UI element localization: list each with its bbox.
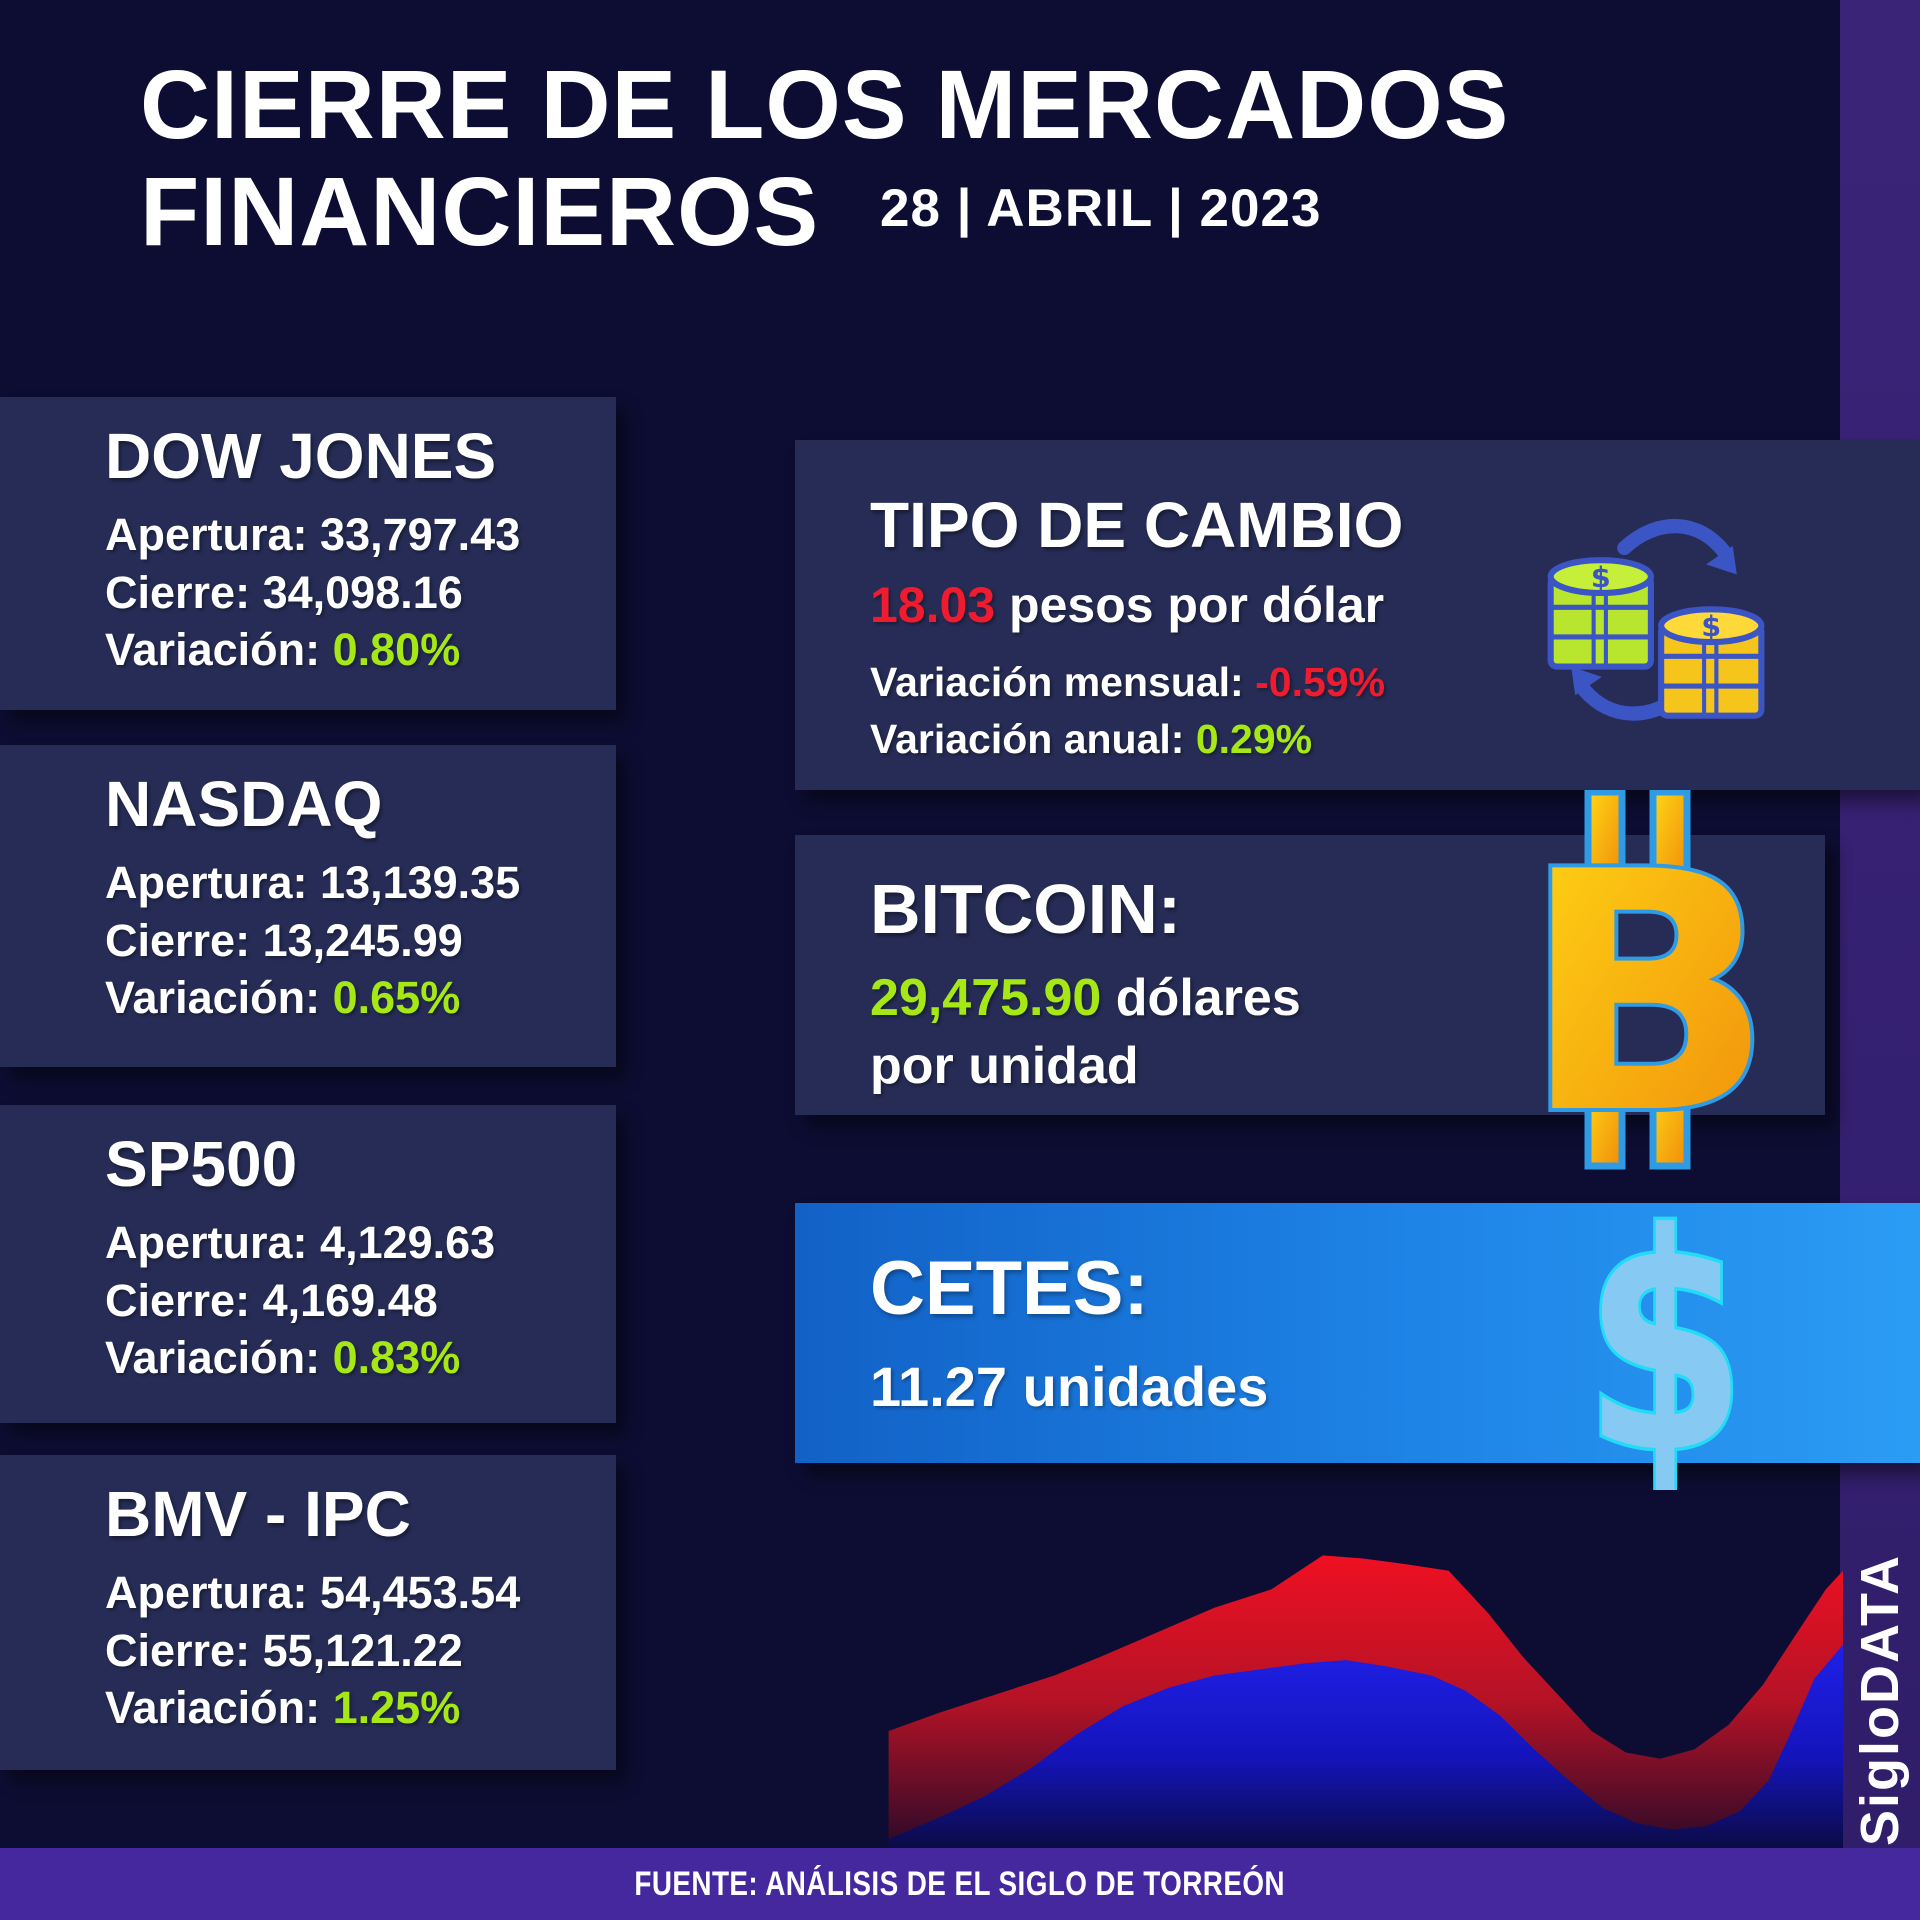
dow-jones-card: DOW JONES Apertura: 33,797.43 Cierre: 34…	[0, 397, 616, 710]
apertura-line: Apertura: 13,139.35	[105, 857, 521, 909]
cierre-line: Cierre: 34,098.16	[105, 566, 463, 618]
siglodata-brand: SigloDATA	[1850, 1554, 1910, 1846]
cetes-value-line: 11.27 unidades	[870, 1355, 1269, 1418]
blue-area	[888, 1644, 1843, 1848]
bitcoin-symbol-icon: B	[1518, 790, 1778, 1170]
green-coin-stack: $	[1547, 557, 1654, 670]
variacion-line: Variación: 1.25%	[105, 1682, 461, 1734]
svg-text:$: $	[1701, 609, 1721, 643]
monthly-variation-line: Variación mensual: -0.59%	[870, 659, 1386, 705]
svg-text:$: $	[1585, 1180, 1745, 1490]
title-line-1: CIERRE DE LOS MERCADOS	[140, 50, 1510, 159]
date-label: 28 | ABRIL | 2023	[880, 179, 1322, 238]
variacion-line: Variación: 0.80%	[105, 624, 461, 676]
cetes-card: CETES: 11.27 unidades	[795, 1203, 1920, 1463]
apertura-line: Apertura: 4,129.63	[105, 1217, 496, 1269]
currency-exchange-coins-icon: $ $	[1547, 518, 1765, 721]
index-title: DOW JONES	[105, 420, 497, 492]
apertura-line: Apertura: 54,453.54	[105, 1567, 521, 1619]
title-line-2: FINANCIEROS	[140, 156, 820, 266]
annual-variation-line: Variación anual: 0.29%	[870, 715, 1313, 762]
nasdaq-card: NASDAQ Apertura: 13,139.35 Cierre: 13,24…	[0, 745, 616, 1067]
right-purple-strip	[1840, 0, 1920, 1920]
index-title: BMV - IPC	[105, 1478, 411, 1550]
bitcoin-price-line: 29,475.90 dólares	[870, 969, 1301, 1027]
market-area-chart	[888, 1555, 1843, 1848]
apertura-line: Apertura: 33,797.43	[105, 509, 521, 561]
gold-coin-stack: $	[1658, 606, 1765, 719]
bmv-ipc-card: BMV - IPC Apertura: 54,453.54 Cierre: 55…	[0, 1455, 616, 1770]
sp500-card: SP500 Apertura: 4,129.63 Cierre: 4,169.4…	[0, 1105, 616, 1423]
source-text: FUENTE: ANÁLISIS DE EL SIGLO DE TORREÓN	[634, 1864, 1286, 1903]
index-title: SP500	[105, 1128, 298, 1200]
variacion-line: Variación: 0.65%	[105, 972, 461, 1024]
page-title: CIERRE DE LOS MERCADOS FINANCIEROS	[140, 50, 1510, 266]
bitcoin-title: BITCOIN:	[870, 870, 1182, 948]
footer-bar: FUENTE: ANÁLISIS DE EL SIGLO DE TORREÓN	[0, 1848, 1920, 1920]
svg-text:B: B	[1522, 802, 1774, 1170]
cetes-title: CETES:	[870, 1246, 1149, 1331]
svg-text:$: $	[1591, 560, 1611, 594]
exchange-arrow-right	[1617, 518, 1731, 559]
cierre-line: Cierre: 4,169.48	[105, 1274, 438, 1326]
dollar-sign-icon: $	[1585, 1180, 1745, 1490]
index-title: NASDAQ	[105, 768, 383, 840]
tipo-title: TIPO DE CAMBIO	[870, 489, 1404, 561]
variacion-line: Variación: 0.83%	[105, 1332, 461, 1384]
exchange-rate-line: 18.03 pesos por dólar	[870, 577, 1385, 633]
cierre-line: Cierre: 55,121.22	[105, 1624, 463, 1676]
cierre-line: Cierre: 13,245.99	[105, 914, 463, 966]
bitcoin-unit-line: por unidad	[870, 1036, 1139, 1095]
